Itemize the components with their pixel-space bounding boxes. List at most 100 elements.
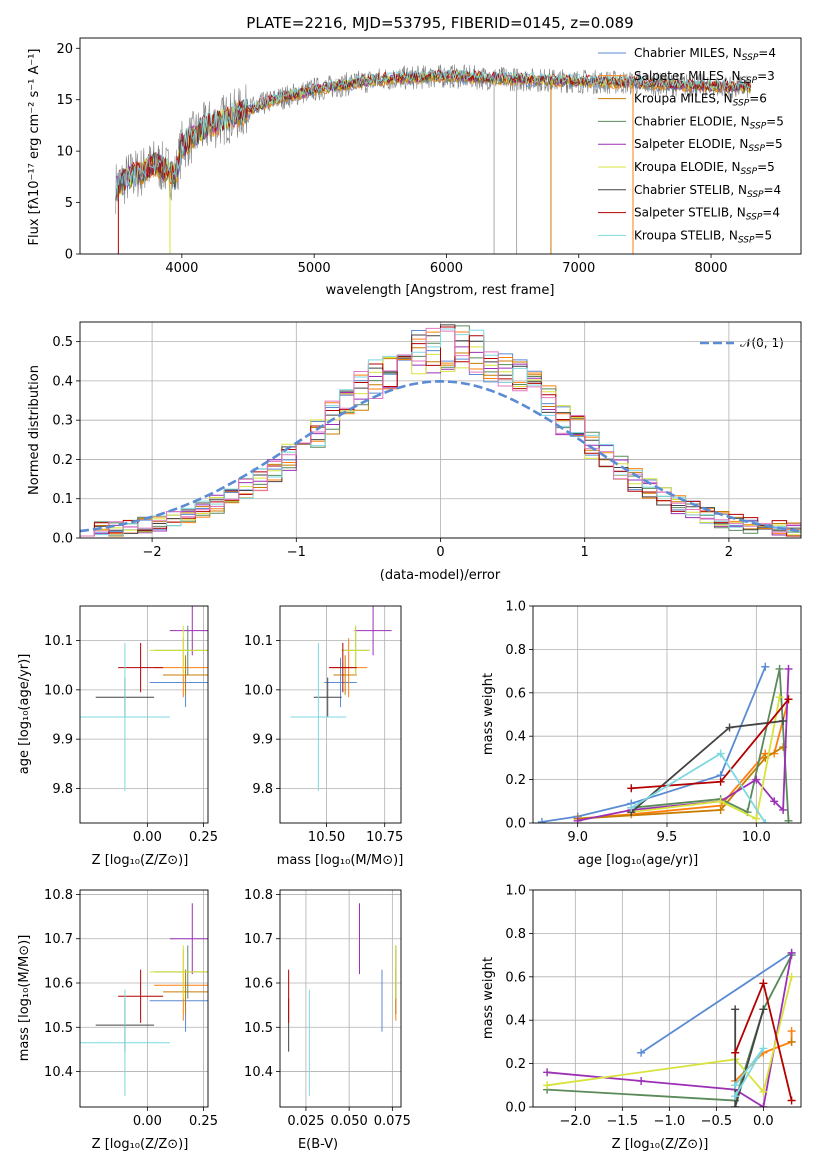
weight-age-ytick-label: 0.0 bbox=[505, 817, 526, 832]
weight-age-marker bbox=[716, 749, 725, 758]
age-mass-ytick-label: 9.9 bbox=[252, 733, 273, 748]
weight-z-ytick-label: 0.6 bbox=[505, 970, 526, 985]
weight-age-line bbox=[541, 666, 767, 823]
weight-z-ytick-label: 0.8 bbox=[505, 927, 526, 942]
spectrum-xtick-label: 5000 bbox=[298, 261, 331, 276]
weight-z-marker bbox=[543, 1068, 552, 1077]
residual-step-series bbox=[80, 327, 801, 537]
weight-z-marker bbox=[759, 1044, 768, 1053]
weight-z-marker bbox=[731, 1081, 740, 1090]
residuals-ytick-label: 0.0 bbox=[52, 532, 73, 547]
weight-age-marker bbox=[537, 817, 546, 823]
weight-age-marker bbox=[725, 723, 734, 732]
weight-age-ytick-label: 0.4 bbox=[505, 730, 526, 745]
mass-ebv-xtick-label: 0.075 bbox=[374, 1114, 411, 1129]
residuals-xtick-label: 2 bbox=[725, 545, 733, 560]
spectrum-ytick-label: 20 bbox=[56, 42, 73, 57]
weight-age-xtick-label: 10.0 bbox=[742, 830, 771, 845]
residuals-xlabel: (data-model)/error bbox=[380, 568, 501, 583]
spectrum-legend-entry: Salpeter STELIB, NSSP=4 bbox=[634, 206, 780, 223]
age-z-ytick-label: 10.0 bbox=[44, 683, 73, 698]
residuals-legend-label: 𝒩(0, 1) bbox=[740, 336, 784, 350]
residuals-xtick-label: −1 bbox=[287, 545, 306, 560]
weight-z-xtick-label: −0.5 bbox=[701, 1114, 733, 1129]
weight-age-marker bbox=[784, 695, 793, 704]
age-z-ytick-label: 10.1 bbox=[44, 634, 73, 649]
weight-age-line bbox=[577, 699, 790, 820]
weight-age-marker bbox=[770, 797, 779, 806]
spectrum-ylabel: Flux [fλ10⁻¹⁷ erg cm⁻² s⁻¹ A⁻¹] bbox=[27, 49, 42, 246]
weight-age-line bbox=[577, 746, 784, 820]
weight-age-ylabel: mass weight bbox=[481, 673, 496, 755]
weight-age-marker bbox=[779, 805, 788, 814]
age-mass-ytick-label: 9.8 bbox=[252, 782, 273, 797]
residuals-ytick-label: 0.4 bbox=[52, 374, 73, 389]
weight-z-series bbox=[543, 948, 796, 1107]
mass-z-ytick-label: 10.8 bbox=[44, 888, 73, 903]
spectrum-xtick-label: 7000 bbox=[562, 261, 595, 276]
weight-z-xtick-label: 0.0 bbox=[753, 1114, 774, 1129]
age-mass-xtick-label: 10.50 bbox=[308, 830, 345, 845]
mass-z-ytick-label: 10.6 bbox=[44, 977, 73, 992]
age-z-xtick-label: 0.25 bbox=[189, 830, 218, 845]
weight-z-marker bbox=[637, 1076, 646, 1085]
mass-ebv-xtick-label: 0.025 bbox=[287, 1114, 324, 1129]
mass-z-ylabel: mass [log₁₀(M/M⊙)] bbox=[17, 935, 32, 1062]
weight-age-marker bbox=[775, 693, 784, 702]
weight-z-marker bbox=[637, 1048, 646, 1057]
spectrum-legend-entry: Kroupa STELIB, NSSP=5 bbox=[634, 228, 772, 245]
age-z-frame bbox=[79, 605, 209, 824]
mass-ebv-ytick-label: 10.5 bbox=[244, 1021, 273, 1036]
weight-z-xtick-label: −2.0 bbox=[560, 1114, 592, 1129]
weight-age-ytick-label: 0.8 bbox=[505, 643, 526, 658]
weight-age-ytick-label: 1.0 bbox=[505, 600, 526, 615]
weight-z-marker bbox=[759, 979, 768, 988]
residuals-ytick-label: 0.3 bbox=[52, 414, 73, 429]
weight-z-ytick-label: 0.0 bbox=[505, 1101, 526, 1116]
age-mass-points bbox=[290, 606, 392, 791]
weight-age-frame bbox=[532, 605, 802, 824]
age-mass-ytick-label: 10.0 bbox=[244, 683, 273, 698]
spectrum-ytick-label: 15 bbox=[56, 93, 73, 108]
spectrum-legend-entry: Chabrier STELIB, NSSP=4 bbox=[634, 183, 781, 200]
mass-ebv-frame bbox=[279, 889, 402, 1108]
residuals-ytick-label: 0.2 bbox=[52, 453, 73, 468]
residuals-ytick-label: 0.1 bbox=[52, 492, 73, 507]
mass-ebv-ytick-label: 10.7 bbox=[244, 932, 273, 947]
spectrum-lines bbox=[115, 64, 752, 254]
weight-z-line bbox=[547, 954, 793, 1102]
mass-z-xtick-label: 0.00 bbox=[133, 1114, 162, 1129]
weight-z-marker bbox=[787, 1027, 796, 1036]
weight-z-marker bbox=[731, 1092, 740, 1101]
weight-z-line bbox=[640, 952, 793, 1054]
mass-z-points bbox=[80, 903, 208, 1096]
spectrum-data-line bbox=[115, 64, 751, 214]
age-mass-frame bbox=[279, 605, 402, 824]
weight-age-marker bbox=[627, 784, 636, 793]
spectrum-title: PLATE=2216, MJD=53795, FIBERID=0145, z=0… bbox=[246, 14, 633, 32]
mass-ebv-points bbox=[288, 903, 397, 1096]
weight-age-series bbox=[537, 662, 793, 823]
normal-curve bbox=[80, 379, 801, 533]
age-mass-xlabel: mass [log₁₀(M/M⊙)] bbox=[277, 853, 404, 868]
weight-age-marker bbox=[716, 777, 725, 786]
spectrum-ytick-label: 5 bbox=[65, 196, 73, 211]
spectrum-xtick-label: 8000 bbox=[694, 261, 727, 276]
weight-age-xlabel: age [log₁₀(age/yr)] bbox=[578, 853, 699, 868]
spectrum-legend-entry: Chabrier MILES, NSSP=4 bbox=[634, 46, 776, 63]
spectrum-legend-entry: Salpeter ELODIE, NSSP=5 bbox=[634, 137, 783, 154]
weight-age-line bbox=[577, 668, 790, 822]
mass-ebv-xtick-label: 0.050 bbox=[331, 1114, 368, 1129]
weight-z-ytick-label: 0.2 bbox=[505, 1057, 526, 1072]
weight-z-xtick-label: −1.0 bbox=[654, 1114, 686, 1129]
spectrum-model-line bbox=[115, 68, 752, 198]
weight-age-marker bbox=[761, 662, 770, 671]
weight-age-marker bbox=[779, 717, 788, 726]
weight-age-line bbox=[631, 696, 781, 821]
weight-age-marker bbox=[627, 803, 636, 812]
age-z-xtick-label: 0.00 bbox=[133, 830, 162, 845]
weight-age-marker bbox=[784, 816, 793, 823]
mass-ebv-xlabel: E(B-V) bbox=[298, 1137, 338, 1152]
weight-z-line bbox=[734, 1009, 765, 1107]
